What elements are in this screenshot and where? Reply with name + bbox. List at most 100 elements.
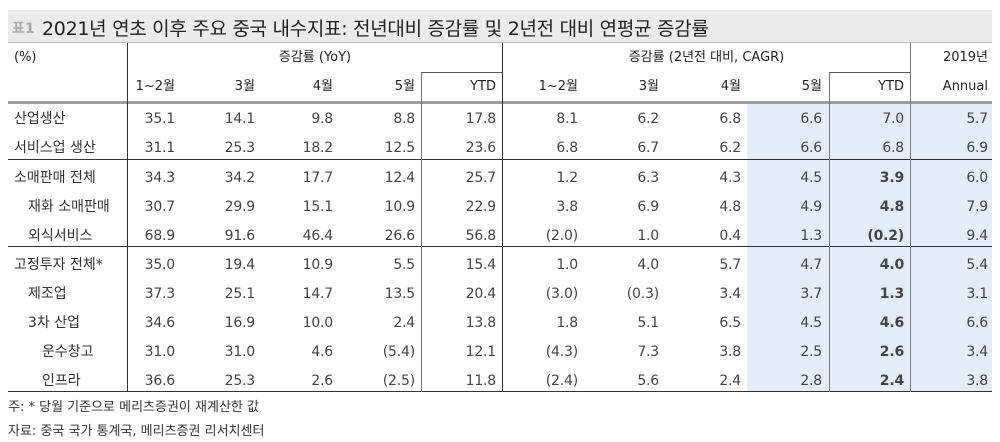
cagr-value: 1.3 <box>800 228 822 244</box>
cagr-value: 8.1 <box>556 111 578 127</box>
row-label: 인프라 <box>42 373 81 389</box>
annual-2019-value: 7.9 <box>966 199 988 215</box>
ytd-box-left <box>829 72 830 392</box>
yoy-value: 14.7 <box>302 286 334 302</box>
yoy-value: 14.1 <box>224 111 256 127</box>
table-number-tag: 표1 <box>12 21 35 37</box>
col-yoy-mar: 3월 <box>234 79 255 94</box>
yoy-value: 9.8 <box>311 111 333 127</box>
cagr-value: 2.4 <box>719 373 741 389</box>
yoy-value: 15.1 <box>302 199 334 215</box>
yoy-value: 31.1 <box>144 140 176 156</box>
cagr-value: (0.2) <box>867 228 904 244</box>
row-label: 소매판매 전체 <box>14 170 96 186</box>
cagr-value: 0.4 <box>719 228 741 244</box>
annual-2019-value: 6.0 <box>966 170 988 186</box>
yoy-value: (2.5) <box>382 373 415 389</box>
cagr-value: 4.9 <box>800 199 822 215</box>
yoy-value: 8.8 <box>393 111 415 127</box>
yoy-value: 18.2 <box>302 140 334 156</box>
yoy-value: 37.3 <box>144 286 176 302</box>
row-label: 외식서비스 <box>28 228 93 244</box>
yoy-value: 11.8 <box>465 373 497 389</box>
cagr-value: 4.5 <box>800 170 822 186</box>
cagr-value: 1.3 <box>879 286 904 302</box>
cagr-value: (4.3) <box>545 344 578 360</box>
yoy-value: 10.9 <box>384 199 416 215</box>
cagr-value: (2.0) <box>545 228 578 244</box>
footnote: 주: * 당월 기준으로 메리츠증권이 재계산한 값 <box>8 400 259 415</box>
yoy-value: 25.7 <box>465 170 497 186</box>
unit-label: (%) <box>14 50 37 65</box>
cagr-value: 2.8 <box>800 373 822 389</box>
cagr-value: 1.2 <box>556 170 578 186</box>
yoy-value: 10.9 <box>302 257 334 273</box>
yoy-value: 31.0 <box>144 344 176 360</box>
col-yoy-apr: 4월 <box>312 79 333 94</box>
yoy-value: 4.6 <box>311 344 333 360</box>
cagr-value: 6.8 <box>556 140 578 156</box>
annual-2019-value: 5.4 <box>966 257 988 273</box>
ytd-box-top <box>829 72 910 73</box>
ytd-box-left <box>421 72 422 392</box>
highlight-region <box>747 103 992 392</box>
cagr-value: 1.8 <box>556 315 578 331</box>
annual-2019-value: 6.6 <box>966 315 988 331</box>
annual-2019-value: 6.9 <box>966 140 988 156</box>
cagr-value: 3.8 <box>719 344 741 360</box>
cagr-value: 5.7 <box>719 257 741 273</box>
col-divider <box>502 43 503 392</box>
col-annual: Annual <box>942 79 988 94</box>
yoy-value: 2.6 <box>311 373 333 389</box>
col-yoy-jan-feb: 1~2월 <box>135 79 175 94</box>
yoy-value: 91.6 <box>224 228 256 244</box>
col-yoy-ytd: YTD <box>470 79 496 94</box>
cagr-value: 6.2 <box>637 111 659 127</box>
table-bottom-line <box>8 391 992 392</box>
yoy-value: 17.7 <box>302 170 334 186</box>
yoy-value: 20.4 <box>465 286 497 302</box>
row-label: 고정투자 전체* <box>14 257 103 273</box>
yoy-value: 34.6 <box>144 315 176 331</box>
cagr-value: 6.8 <box>719 111 741 127</box>
section-divider <box>8 246 992 247</box>
yoy-value: 13.5 <box>384 286 416 302</box>
cagr-value: (3.0) <box>545 286 578 302</box>
cagr-value: 7.3 <box>637 344 659 360</box>
cagr-value: 1.0 <box>556 257 578 273</box>
yoy-value: 10.0 <box>302 315 334 331</box>
yoy-value: 56.8 <box>465 228 497 244</box>
cagr-value: 6.8 <box>882 140 904 156</box>
cagr-value: (2.4) <box>545 373 578 389</box>
cagr-value: 4.0 <box>879 257 904 273</box>
cagr-value: 2.6 <box>879 344 904 360</box>
cagr-value: 2.4 <box>879 373 904 389</box>
cagr-value: (0.3) <box>626 286 659 302</box>
annual-2019-value: 3.1 <box>966 286 988 302</box>
yoy-value: 36.6 <box>144 373 176 389</box>
cagr-value: 6.6 <box>800 140 822 156</box>
cagr-value: 4.0 <box>637 257 659 273</box>
cagr-value: 2.5 <box>800 344 822 360</box>
yoy-value: 68.9 <box>144 228 176 244</box>
yoy-value: 19.4 <box>224 257 256 273</box>
cagr-value: 5.6 <box>637 373 659 389</box>
row-label: 서비스업 생산 <box>14 140 96 156</box>
cagr-value: 3.7 <box>800 286 822 302</box>
group-header-cagr: 증감률 (2년전 대비, CAGR) <box>628 50 785 65</box>
row-label: 산업생산 <box>14 111 66 127</box>
yoy-value: 25.1 <box>224 286 256 302</box>
annual-2019-value: 3.4 <box>966 344 988 360</box>
row-label: 제조업 <box>28 286 67 302</box>
cagr-value: 7.0 <box>882 111 904 127</box>
yoy-value: 22.9 <box>465 199 497 215</box>
yoy-value: 15.4 <box>465 257 497 273</box>
cagr-value: 1.0 <box>637 228 659 244</box>
group-header-2019: 2019년 <box>942 50 988 65</box>
group-header-yoy: 증감률 (YoY) <box>278 50 352 65</box>
annual-2019-value: 5.7 <box>966 111 988 127</box>
col-cagr-mar: 3월 <box>638 79 659 94</box>
yoy-value: 46.4 <box>302 228 334 244</box>
col-divider <box>910 43 911 392</box>
row-label: 재화 소매판매 <box>28 199 110 215</box>
